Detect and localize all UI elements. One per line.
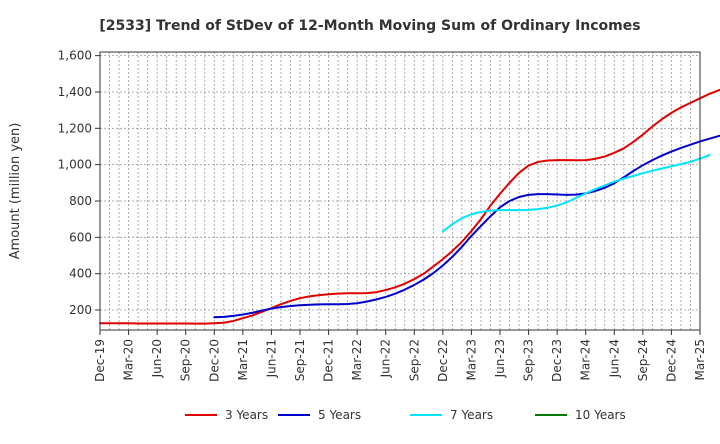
series-line-3-years: [99, 88, 720, 325]
x-tick-label: Dec-20: [207, 339, 221, 382]
x-tick-label: Sep-24: [636, 339, 650, 381]
y-tick-label: 800: [69, 194, 92, 208]
y-tick-label: 1,000: [58, 158, 92, 172]
grid: [100, 52, 700, 330]
x-tick-label: Jun-22: [379, 339, 393, 378]
x-tick-label: Dec-19: [93, 339, 107, 382]
y-tick-label: 400: [69, 267, 92, 281]
x-tick-label: Jun-24: [607, 339, 621, 378]
series-lines: [99, 88, 720, 325]
x-tick-label: Sep-21: [293, 339, 307, 381]
x-tick-label: Sep-23: [522, 339, 536, 381]
y-tick-label: 1,600: [58, 49, 92, 63]
x-tick-label: Dec-21: [322, 339, 336, 382]
x-tick-label: Sep-20: [179, 339, 193, 381]
series-line-7-years: [441, 154, 711, 233]
x-tick-label: Mar-23: [464, 339, 478, 380]
x-axis-ticks: Dec-19 Mar-20 Jun-20 Sep-20 Dec-20 Mar-21 Jun-…: [93, 330, 707, 382]
chart-title: [2533] Trend of StDev of 12-Month Moving…: [99, 18, 640, 34]
legend: 3 Years 5 Years 7 Years 10 Years: [185, 408, 626, 422]
y-tick-label: 200: [69, 303, 92, 317]
legend-label: 10 Years: [575, 408, 626, 422]
x-tick-label: Mar-24: [579, 339, 593, 380]
plot-area-frame: [99, 51, 701, 331]
legend-label: 7 Years: [450, 408, 493, 422]
x-tick-label: Mar-22: [350, 339, 364, 380]
y-tick-label: 1,400: [58, 85, 92, 99]
x-tick-label: Jun-21: [264, 339, 278, 378]
legend-label: 3 Years: [225, 408, 268, 422]
x-tick-label: Dec-23: [550, 339, 564, 382]
y-axis-label: Amount (million yen): [8, 123, 23, 260]
x-tick-label: Jun-23: [493, 339, 507, 378]
x-tick-label: Jun-20: [150, 339, 164, 378]
x-tick-label: Dec-24: [664, 339, 678, 382]
legend-label: 5 Years: [318, 408, 361, 422]
x-tick-label: Sep-22: [407, 339, 421, 381]
series-line-5-years: [213, 134, 720, 319]
y-tick-label: 600: [69, 230, 92, 244]
x-tick-label: Dec-22: [436, 339, 450, 382]
x-tick-label: Mar-20: [122, 339, 136, 380]
x-tick-label: Mar-25: [693, 339, 707, 380]
y-tick-label: 1,200: [58, 121, 92, 135]
y-axis-ticks: 200 400 600 800 1,000 1,200 1,400 1,600: [58, 49, 100, 317]
x-tick-label: Mar-21: [236, 339, 250, 380]
